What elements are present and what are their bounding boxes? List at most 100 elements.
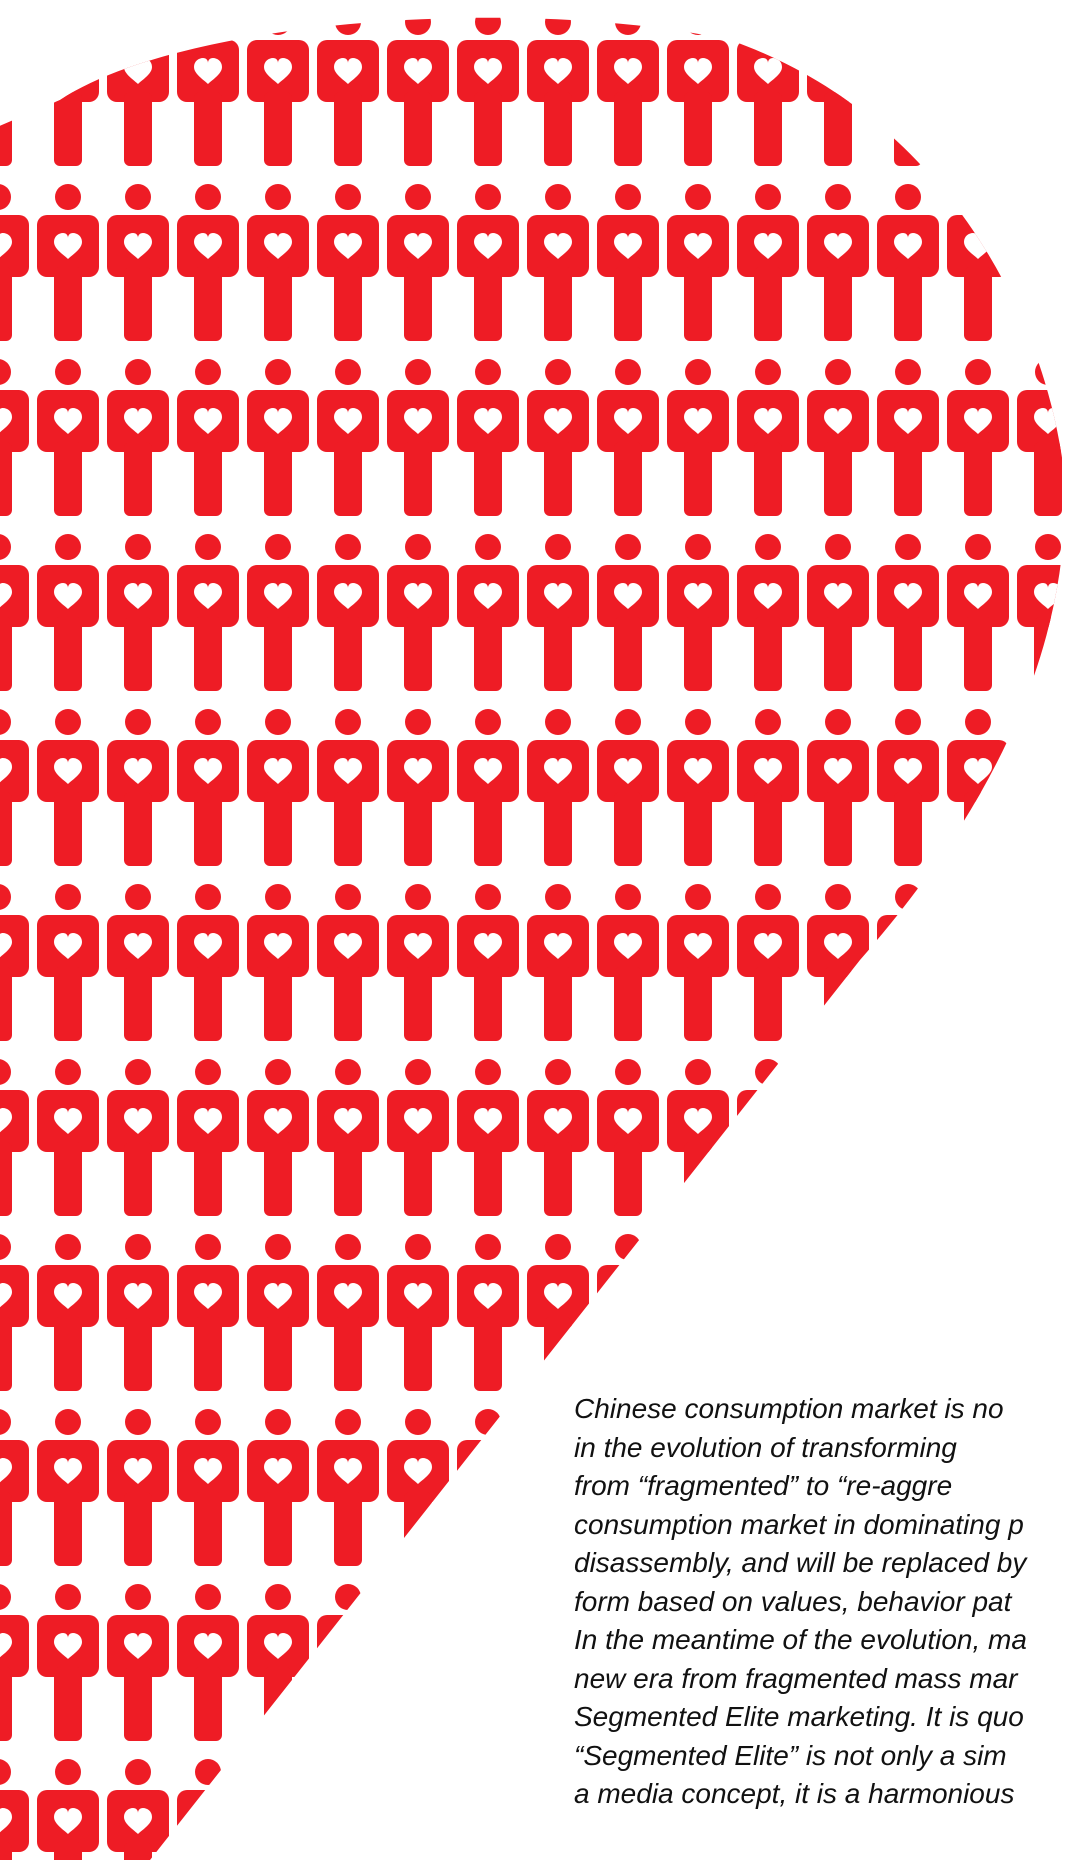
heart-icon: [964, 58, 992, 84]
person-with-heart-icon: [667, 17, 729, 166]
figure-head: [405, 1234, 431, 1260]
figure-head: [825, 1059, 851, 1085]
figure-legs: [614, 967, 642, 1041]
person-with-heart-icon: [737, 184, 799, 341]
person-with-heart-icon: [387, 1584, 449, 1741]
heart-icon: [1034, 1283, 1062, 1309]
figure-legs: [754, 617, 782, 691]
person-with-heart-icon: [947, 884, 1009, 1041]
figure-legs: [0, 1142, 12, 1216]
text-line-9: Segmented Elite marketing. It is quo: [574, 1701, 1024, 1732]
figure-head: [895, 534, 921, 560]
heart-icon: [474, 233, 502, 259]
heart-icon: [894, 233, 922, 259]
figure-head: [125, 1234, 151, 1260]
figure-head: [825, 359, 851, 385]
figure-torso: [667, 1265, 729, 1327]
figure-torso: [807, 1265, 869, 1327]
figure-head: [405, 359, 431, 385]
person-with-heart-icon: [37, 184, 99, 341]
figure-head: [405, 1584, 431, 1610]
figure-head: [685, 884, 711, 910]
figure-legs: [824, 267, 852, 341]
figure-torso: [1017, 915, 1065, 977]
person-with-heart-icon: [527, 359, 589, 516]
heart-icon: [124, 933, 152, 959]
heart-icon: [54, 233, 82, 259]
person-with-heart-icon: [387, 534, 449, 691]
heart-icon: [824, 933, 852, 959]
figure-legs: [54, 1492, 82, 1566]
figure-head: [615, 359, 641, 385]
person-with-heart-icon: [0, 1234, 29, 1391]
person-with-heart-icon: [807, 184, 869, 341]
heart-icon: [614, 583, 642, 609]
figure-legs: [404, 92, 432, 166]
figure-legs: [264, 617, 292, 691]
figure-head: [755, 184, 781, 210]
person-with-heart-icon: [1017, 884, 1065, 1041]
figure-legs: [0, 92, 12, 166]
figure-head: [0, 1409, 11, 1435]
figure-head: [0, 534, 11, 560]
heart-icon: [824, 408, 852, 434]
figure-legs: [124, 1667, 152, 1741]
figure-legs: [1034, 617, 1062, 691]
heart-icon: [824, 58, 852, 84]
figure-legs: [1034, 442, 1062, 516]
person-with-heart-icon: [947, 359, 1009, 516]
figure-head: [55, 709, 81, 735]
heart-icon: [404, 1108, 432, 1134]
person-with-heart-icon: [37, 1409, 99, 1566]
figure-head: [685, 1059, 711, 1085]
figure-head: [405, 884, 431, 910]
person-with-heart-icon: [247, 359, 309, 516]
figure-legs: [124, 1142, 152, 1216]
person-with-heart-icon: [947, 184, 1009, 341]
person-with-heart-icon: [527, 1059, 589, 1216]
heart-icon: [614, 233, 642, 259]
person-with-heart-icon: [247, 1409, 309, 1566]
figure-head: [965, 359, 991, 385]
person-with-heart-icon: [457, 1584, 519, 1741]
heart-icon: [614, 933, 642, 959]
person-with-heart-icon: [387, 709, 449, 866]
person-with-heart-icon: [177, 184, 239, 341]
body-text-block: Chinese consumption market is no in the …: [574, 1390, 1065, 1872]
figure-legs: [614, 92, 642, 166]
heart-icon: [0, 58, 12, 84]
heart-icon: [754, 933, 782, 959]
figure-legs: [614, 792, 642, 866]
heart-icon: [964, 583, 992, 609]
text-line-11: a media concept, it is a harmonious: [574, 1778, 1015, 1809]
figure-head: [895, 359, 921, 385]
figure-torso: [317, 1790, 379, 1852]
heart-icon: [404, 583, 432, 609]
figure-head: [405, 1409, 431, 1435]
heart-icon: [54, 1633, 82, 1659]
figure-legs: [894, 442, 922, 516]
heart-icon: [474, 1633, 502, 1659]
figure-legs: [824, 792, 852, 866]
figure-head: [755, 1059, 781, 1085]
heart-icon: [0, 233, 12, 259]
figure-head: [755, 534, 781, 560]
figure-head: [755, 17, 781, 35]
heart-icon: [894, 758, 922, 784]
figure-legs: [474, 967, 502, 1041]
person-with-heart-icon: [107, 359, 169, 516]
person-with-heart-icon: [0, 1409, 29, 1566]
figure-head: [55, 1409, 81, 1435]
heart-icon: [194, 1808, 222, 1834]
person-with-heart-icon: [177, 1234, 239, 1391]
heart-icon: [264, 58, 292, 84]
figure-torso: [0, 1090, 29, 1152]
figure-legs: [474, 442, 502, 516]
person-with-heart-icon: [177, 709, 239, 866]
heart-icon: [194, 1458, 222, 1484]
figure-head: [1035, 534, 1061, 560]
figure-head: [265, 884, 291, 910]
figure-head: [475, 534, 501, 560]
heart-icon: [894, 583, 922, 609]
figure-head: [55, 359, 81, 385]
